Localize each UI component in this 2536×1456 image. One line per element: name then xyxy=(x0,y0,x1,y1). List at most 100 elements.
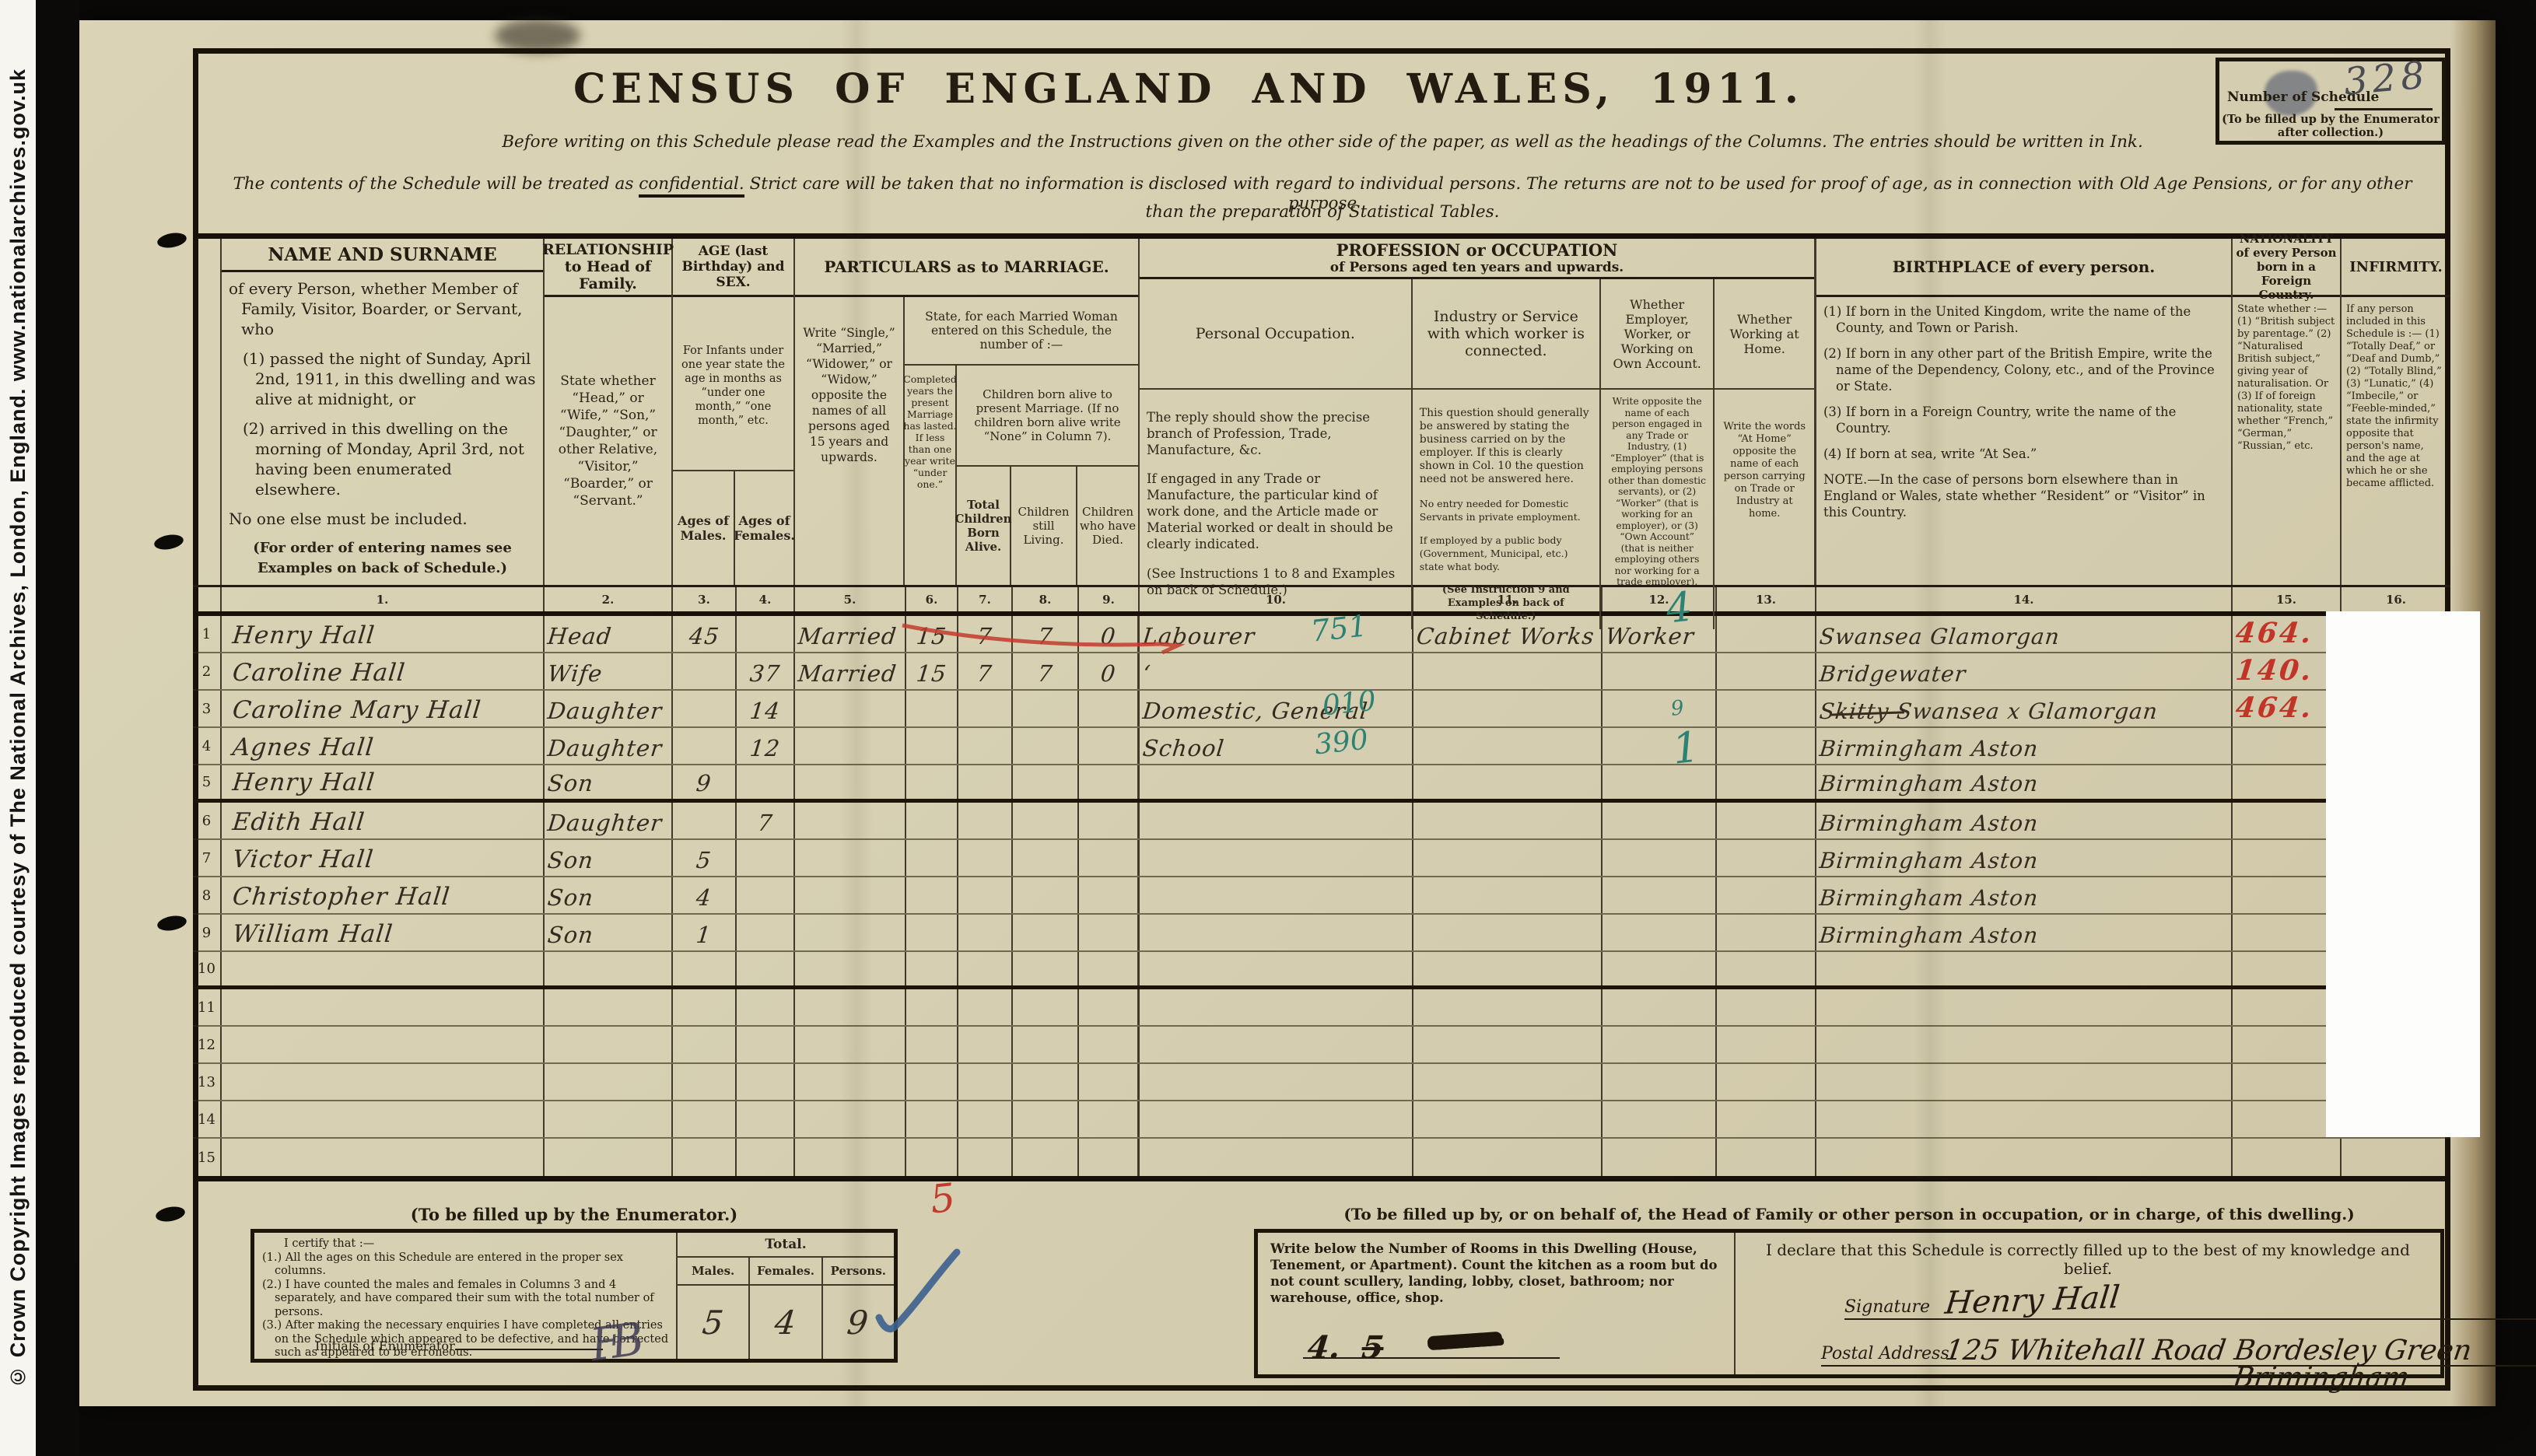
name-cell: Henry Hall xyxy=(222,765,545,799)
persons-label: Persons. xyxy=(830,1264,886,1278)
row-number: 15 xyxy=(193,1139,222,1176)
children-born-cell xyxy=(958,1064,1013,1100)
children-living-cell xyxy=(1013,1064,1079,1100)
marriage-cell: Married xyxy=(795,616,906,652)
marriage-cell xyxy=(795,877,906,913)
col-infirmity-header: INFIRMITY. If any person included in thi… xyxy=(2342,239,2450,585)
industry-cell xyxy=(1413,653,1603,689)
children-died-cell xyxy=(1079,1101,1140,1137)
children-died-cell xyxy=(1079,915,1140,950)
working-at-home-cell xyxy=(1717,1101,1816,1137)
table-row: 1 Henry Hall Head 45 Married 15 7 7 0 La… xyxy=(193,616,2450,653)
age-male-cell xyxy=(673,1064,737,1100)
table-row: 10 xyxy=(193,952,2450,989)
age-female-cell xyxy=(737,915,795,950)
industry-cell xyxy=(1413,691,1603,726)
years-married-header: Completed years the present Marriage has… xyxy=(903,366,957,585)
occupation-cell xyxy=(1140,952,1413,985)
name-cell: Caroline Mary Hall xyxy=(222,691,545,726)
confidential-line-2: than the preparation of Statistical Tabl… xyxy=(1145,202,1500,222)
working-at-home-cell xyxy=(1717,840,1816,876)
relationship-cell: Head xyxy=(545,616,673,652)
children-born-cell xyxy=(958,877,1013,913)
nationality-cell: 464. xyxy=(2233,691,2342,726)
name-col-text: of every Person, whether Member of Famil… xyxy=(229,279,523,338)
rooms-underline xyxy=(1303,1357,1560,1359)
marriage-cell xyxy=(795,1101,906,1137)
occupation-cell xyxy=(1140,1027,1413,1062)
birthplace-cell: Birmingham Aston xyxy=(1816,915,2233,950)
marriage-cell xyxy=(795,1064,906,1100)
age-female-cell xyxy=(737,765,795,799)
children-total-header: Total Children Born Alive. xyxy=(955,467,1012,585)
marriage-cell xyxy=(795,989,906,1025)
employer-worker-cell: Worker xyxy=(1603,616,1717,652)
children-born-header: Children born alive to present Marriage.… xyxy=(957,366,1138,467)
working-at-home-cell xyxy=(1717,1064,1816,1100)
rooms-value: 4. 5 xyxy=(1305,1329,1386,1366)
age-female-cell xyxy=(737,1101,795,1137)
name-cell: Henry Hall xyxy=(222,616,545,652)
children-living-header: Children still Living. xyxy=(1011,467,1077,585)
years-married-cell xyxy=(906,952,958,985)
head-family-heading: (To be filled up by, or on behalf of, th… xyxy=(1343,1205,2355,1223)
row-number: 3 xyxy=(193,691,222,726)
working-at-home-cell xyxy=(1717,915,1816,950)
table-row: 14 xyxy=(193,1101,2450,1139)
relationship-cell xyxy=(545,1101,673,1137)
blue-checkmark xyxy=(875,1248,961,1333)
birthplace-cell: Bridgewater xyxy=(1816,653,2233,689)
row-number: 5 xyxy=(193,765,222,799)
postal-address-city: Brimingham xyxy=(2231,1362,2412,1394)
age-female-cell: 37 xyxy=(737,653,795,689)
females-total: 4 xyxy=(750,1286,823,1359)
marriage-cell xyxy=(795,765,906,799)
employer-worker-cell xyxy=(1603,989,1717,1025)
initials-label: Initials of Enumerator xyxy=(315,1339,603,1353)
age-female-cell xyxy=(737,989,795,1025)
ink-smudge xyxy=(495,19,580,53)
marriage-cell xyxy=(795,728,906,764)
nationality-cell xyxy=(2233,803,2342,838)
children-living-cell xyxy=(1013,952,1079,985)
row-number: 14 xyxy=(193,1101,222,1137)
married-woman-header: State, for each Married Woman entered on… xyxy=(905,297,1138,366)
employer-worker-cell xyxy=(1603,728,1717,764)
occupation-cell xyxy=(1140,989,1413,1025)
children-died-cell xyxy=(1079,803,1140,838)
row-number: 1 xyxy=(193,616,222,652)
age-female-cell xyxy=(737,1064,795,1100)
name-cell: William Hall xyxy=(222,915,545,950)
nationality-cell xyxy=(2233,1027,2342,1062)
children-died-cell: 0 xyxy=(1079,653,1140,689)
age-male-cell xyxy=(673,1027,737,1062)
children-born-cell: 7 xyxy=(958,616,1013,652)
birthplace-cell: Birmingham Aston xyxy=(1816,728,2233,764)
industry-cell xyxy=(1413,1139,1603,1176)
children-died-cell xyxy=(1079,1139,1140,1176)
employer-worker-cell xyxy=(1603,803,1717,838)
table-row: 11 xyxy=(193,989,2450,1027)
employer-worker-cell xyxy=(1603,1139,1717,1176)
working-at-home-cell xyxy=(1717,877,1816,913)
marriage-cell xyxy=(795,952,906,985)
children-living-cell: 7 xyxy=(1013,616,1079,652)
col-birthplace-header: BIRTHPLACE of every person. (1) If born … xyxy=(1816,239,2233,585)
row-number-column-header xyxy=(193,239,222,585)
table-row: 4 Agnes Hall Daughter 12 School Birmingh… xyxy=(193,728,2450,765)
row-number: 13 xyxy=(193,1064,222,1100)
children-living-cell xyxy=(1013,877,1079,913)
census-table: NAME AND SURNAME of every Person, whethe… xyxy=(193,232,2450,1181)
industry-cell xyxy=(1413,989,1603,1025)
col-name-header: NAME AND SURNAME of every Person, whethe… xyxy=(222,239,545,585)
males-label: Males. xyxy=(678,1258,751,1284)
instruction-line: Before writing on this Schedule please r… xyxy=(502,132,2143,152)
declaration-text: I declare that this Schedule is correctl… xyxy=(1766,1241,2410,1278)
nationality-cell xyxy=(2233,840,2342,876)
males-total: 5 xyxy=(678,1286,751,1359)
age-female-cell: 14 xyxy=(737,691,795,726)
occupation-code: 390 xyxy=(1313,723,1370,761)
employer-worker-cell xyxy=(1603,765,1717,799)
working-at-home-cell xyxy=(1717,765,1816,799)
children-living-cell xyxy=(1013,728,1079,764)
